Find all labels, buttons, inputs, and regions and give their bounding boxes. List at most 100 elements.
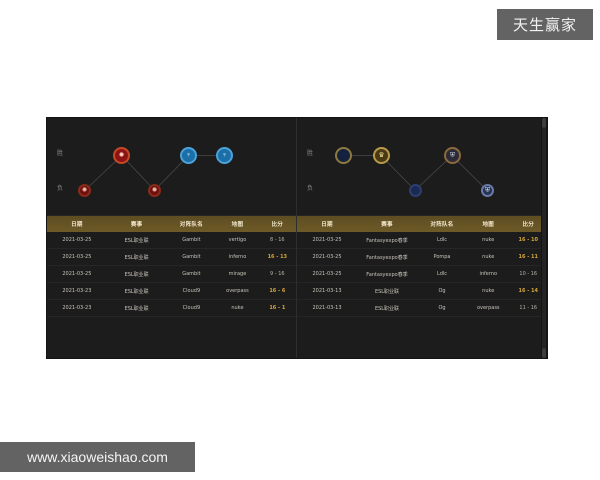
cell-date: 2021-03-23	[47, 282, 107, 300]
cell-map: overpass	[216, 282, 259, 300]
team-logo-icon: ⛨	[484, 187, 491, 194]
cell-team: Ldlc	[417, 265, 467, 283]
cell-team: Ldlc	[417, 232, 467, 249]
cell-team: Og	[417, 282, 467, 300]
team-logo-icon: ✹	[118, 152, 125, 159]
match-node-3[interactable]	[409, 184, 422, 197]
match-node-5[interactable]: ⛨	[481, 184, 494, 197]
cell-event: Fantasyexpo春季	[357, 248, 417, 266]
cell-event: ESL职业联	[106, 232, 167, 249]
header-map[interactable]: 地图	[467, 216, 510, 232]
cell-score: 16 - 10	[509, 232, 547, 249]
table-row[interactable]: 2021-03-25 ESL职业联 Gambit mirage 9 - 16	[47, 265, 296, 283]
header-date[interactable]: 日期	[297, 216, 357, 232]
team-logo-icon: ♆	[221, 152, 228, 159]
left-table-body: 2021-03-25 ESL职业联 Gambit vertigo 8 - 16 2021-…	[47, 232, 296, 317]
cell-score: 16 - 11	[509, 248, 547, 266]
cell-score: 16 - 6	[258, 282, 296, 300]
match-history-widget: 胜 负 ✹ ✹ ✹ ♆ ♆ 日期 赛事 对阵队名 地图 比分	[47, 118, 547, 358]
cell-score: 16 - 13	[258, 248, 296, 266]
axis-label-lose: 负	[57, 185, 64, 192]
cell-map: nuke	[467, 248, 510, 266]
table-header-row: 日期 赛事 对阵队名 地图 比分	[47, 216, 296, 232]
vertical-scrollbar[interactable]	[541, 118, 547, 358]
header-date[interactable]: 日期	[47, 216, 107, 232]
cell-map: nuke	[467, 282, 510, 300]
match-node-2[interactable]: ♛	[373, 147, 390, 164]
scrollbar-track[interactable]	[542, 128, 546, 348]
cell-score: 9 - 16	[258, 265, 296, 283]
header-score[interactable]: 比分	[509, 216, 547, 232]
cell-team: Og	[417, 299, 467, 317]
cell-score: 16 - 1	[258, 299, 296, 317]
scrollbar-arrow-down[interactable]	[542, 348, 546, 358]
axis-label-win: 胜	[57, 150, 64, 157]
cell-event: Fantasyexpo春季	[357, 265, 417, 283]
team-logo-icon: ♛	[378, 152, 385, 159]
cell-event: ESL职业联	[106, 282, 167, 300]
match-node-3[interactable]: ✹	[148, 184, 161, 197]
cell-map: nuke	[467, 232, 510, 249]
table-row[interactable]: 2021-03-25 Fantasyexpo春季 Ldlc inferno 10 - 1…	[297, 265, 547, 283]
cell-map: mirage	[216, 265, 259, 283]
table-row[interactable]: 2021-03-13 ESL职业联 Og overpass 11 - 16	[297, 299, 547, 317]
match-node-5[interactable]: ♆	[216, 147, 233, 164]
cell-date: 2021-03-25	[297, 265, 357, 283]
panel-right: 胜 负 ♛ ⛨ ⛨ 日期 赛事 对阵队名 地图 比分	[297, 118, 547, 358]
cell-score: 8 - 16	[258, 232, 296, 249]
table-row[interactable]: 2021-03-25 ESL职业联 Gambit vertigo 8 - 16	[47, 232, 296, 249]
panel-left: 胜 负 ✹ ✹ ✹ ♆ ♆ 日期 赛事 对阵队名 地图 比分	[47, 118, 297, 358]
cell-date: 2021-03-13	[297, 299, 357, 317]
cell-date: 2021-03-25	[47, 248, 107, 266]
match-node-2[interactable]: ✹	[113, 147, 130, 164]
header-event[interactable]: 赛事	[357, 216, 417, 232]
cell-team: Gambit	[166, 248, 217, 266]
scrollbar-arrow-up[interactable]	[542, 118, 546, 128]
corner-badge: 天生赢家	[497, 9, 593, 40]
cell-score: 16 - 14	[509, 282, 547, 300]
table-row[interactable]: 2021-03-25 Fantasyexpo春季 Pompa nuke 16 - 11	[297, 248, 547, 266]
match-node-4[interactable]: ⛨	[444, 147, 461, 164]
table-row[interactable]: 2021-03-25 Fantasyexpo春季 Ldlc nuke 16 - 10	[297, 232, 547, 249]
cell-event: ESL职业联	[106, 265, 167, 283]
watermark-label: www.xiaoweishao.com	[27, 449, 168, 465]
header-map[interactable]: 地图	[216, 216, 259, 232]
cell-date: 2021-03-23	[47, 299, 107, 317]
team-logo-icon: ⛨	[449, 152, 456, 159]
right-table-body: 2021-03-25 Fantasyexpo春季 Ldlc nuke 16 - 10 20…	[297, 232, 547, 317]
cell-map: inferno	[467, 265, 510, 283]
cell-score: 10 - 16	[509, 265, 547, 283]
cell-score: 11 - 16	[509, 299, 547, 317]
header-team[interactable]: 对阵队名	[166, 216, 217, 232]
cell-map: inferno	[216, 248, 259, 266]
table-header-row: 日期 赛事 对阵队名 地图 比分	[297, 216, 547, 232]
team-logo-icon: ✹	[81, 187, 88, 194]
cell-team: Pompa	[417, 248, 467, 266]
cell-team: Cloud9	[166, 299, 217, 317]
right-win-lose-flow-chart: 胜 负 ♛ ⛨ ⛨	[297, 118, 547, 216]
right-flow-connectors	[343, 155, 488, 191]
table-row[interactable]: 2021-03-23 ESL职业联 Cloud9 nuke 16 - 1	[47, 299, 296, 317]
match-node-4[interactable]: ♆	[180, 147, 197, 164]
cell-map: nuke	[216, 299, 259, 317]
match-node-1[interactable]: ✹	[78, 184, 91, 197]
table-row[interactable]: 2021-03-13 ESL职业联 Og nuke 16 - 14	[297, 282, 547, 300]
site-watermark: www.xiaoweishao.com	[0, 442, 195, 472]
header-team[interactable]: 对阵队名	[417, 216, 467, 232]
cell-team: Cloud9	[166, 282, 217, 300]
team-logo-icon: ✹	[151, 187, 158, 194]
table-row[interactable]: 2021-03-23 ESL职业联 Cloud9 overpass 16 - 6	[47, 282, 296, 300]
right-match-table: 日期 赛事 对阵队名 地图 比分 2021-03-25 Fantasyexpo春季…	[297, 216, 547, 317]
cell-date: 2021-03-25	[297, 232, 357, 249]
cell-event: ESL职业联	[106, 299, 167, 317]
axis-label-lose: 负	[307, 185, 314, 192]
match-node-1[interactable]	[335, 147, 352, 164]
table-row[interactable]: 2021-03-25 ESL职业联 Gambit inferno 16 - 13	[47, 248, 296, 266]
header-event[interactable]: 赛事	[106, 216, 167, 232]
header-score[interactable]: 比分	[258, 216, 296, 232]
corner-badge-label: 天生赢家	[512, 16, 577, 34]
team-logo-icon: ♆	[185, 152, 192, 159]
cell-date: 2021-03-25	[47, 265, 107, 283]
cell-event: ESL职业联	[106, 248, 167, 266]
cell-team: Gambit	[166, 232, 217, 249]
